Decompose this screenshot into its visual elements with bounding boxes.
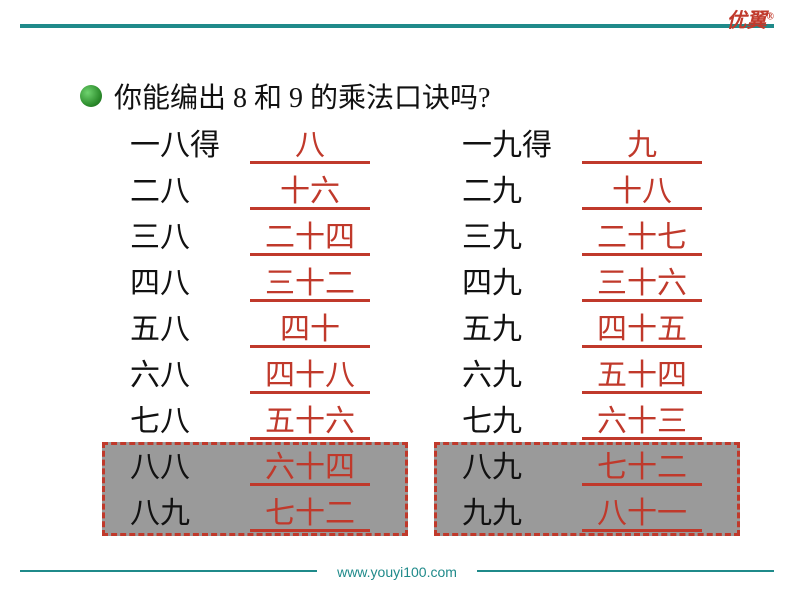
top-divider [20, 24, 774, 28]
mnemonic-row: 一八得八 [110, 120, 402, 166]
mnemonic-answer: 五十六 [250, 407, 370, 440]
bullet-icon [80, 85, 102, 107]
mnemonic-answer: 八 [250, 131, 370, 164]
mnemonic-row: 二九十八 [442, 166, 734, 212]
mnemonic-prefix: 四九 [462, 258, 582, 302]
mnemonic-answer: 四十 [250, 315, 370, 348]
mnemonic-prefix: 八九 [462, 442, 582, 486]
mnemonic-answer: 四十五 [582, 315, 702, 348]
mnemonic-row: 四八三十二 [110, 258, 402, 304]
mnemonic-answer: 九 [582, 131, 702, 164]
mnemonic-row: 四九三十六 [442, 258, 734, 304]
mnemonic-answer: 七十二 [250, 499, 370, 532]
mnemonic-answer: 六十三 [582, 407, 702, 440]
mnemonic-answer: 十六 [250, 177, 370, 210]
mnemonic-prefix: 一九得 [462, 120, 582, 164]
mnemonic-answer: 七十二 [582, 453, 702, 486]
mnemonic-prefix: 三八 [130, 212, 250, 256]
mnemonic-prefix: 七九 [462, 396, 582, 440]
mnemonic-row: 七九六十三 [442, 396, 734, 442]
columns-container: 一八得八二八十六三八二十四四八三十二五八四十六八四十八七八五十六八八六十四八九七… [110, 120, 734, 556]
mnemonic-row: 八九七十二 [110, 488, 402, 534]
mnemonic-answer: 六十四 [250, 453, 370, 486]
mnemonic-row: 二八十六 [110, 166, 402, 212]
mnemonic-prefix: 二九 [462, 166, 582, 210]
mnemonic-answer: 二十七 [582, 223, 702, 256]
mnemonic-answer: 八十一 [582, 499, 702, 532]
mnemonic-row: 五九四十五 [442, 304, 734, 350]
mnemonic-row: 八九七十二 [442, 442, 734, 488]
mnemonic-answer: 三十二 [250, 269, 370, 302]
brand-logo: 优翼® [727, 4, 774, 33]
mnemonic-prefix: 六九 [462, 350, 582, 394]
question-row: 你能编出 8 和 9 的乘法口诀吗? [80, 76, 490, 116]
mnemonic-answer: 五十四 [582, 361, 702, 394]
right-column: 一九得九二九十八三九二十七四九三十六五九四十五六九五十四七九六十三八九七十二九九… [442, 120, 734, 556]
mnemonic-prefix: 八九 [130, 488, 250, 532]
mnemonic-row: 五八四十 [110, 304, 402, 350]
mnemonic-row: 三九二十七 [442, 212, 734, 258]
mnemonic-prefix: 五八 [130, 304, 250, 348]
mnemonic-row: 一九得九 [442, 120, 734, 166]
footer-url: www.youyi100.com [317, 564, 477, 580]
mnemonic-answer: 十八 [582, 177, 702, 210]
mnemonic-prefix: 一八得 [130, 120, 250, 164]
mnemonic-row: 六九五十四 [442, 350, 734, 396]
logo-text: 优翼 [727, 10, 767, 32]
mnemonic-answer: 三十六 [582, 269, 702, 302]
mnemonic-answer: 四十八 [250, 361, 370, 394]
mnemonic-prefix: 四八 [130, 258, 250, 302]
mnemonic-prefix: 二八 [130, 166, 250, 210]
mnemonic-prefix: 八八 [130, 442, 250, 486]
mnemonic-prefix: 九九 [462, 488, 582, 532]
mnemonic-row: 八八六十四 [110, 442, 402, 488]
mnemonic-answer: 二十四 [250, 223, 370, 256]
logo-mark: ® [767, 11, 774, 22]
mnemonic-prefix: 三九 [462, 212, 582, 256]
question-text: 你能编出 8 和 9 的乘法口诀吗? [114, 76, 490, 116]
mnemonic-prefix: 七八 [130, 396, 250, 440]
mnemonic-prefix: 六八 [130, 350, 250, 394]
mnemonic-row: 九九八十一 [442, 488, 734, 534]
mnemonic-row: 六八四十八 [110, 350, 402, 396]
mnemonic-row: 七八五十六 [110, 396, 402, 442]
mnemonic-row: 三八二十四 [110, 212, 402, 258]
left-column: 一八得八二八十六三八二十四四八三十二五八四十六八四十八七八五十六八八六十四八九七… [110, 120, 402, 556]
mnemonic-prefix: 五九 [462, 304, 582, 348]
